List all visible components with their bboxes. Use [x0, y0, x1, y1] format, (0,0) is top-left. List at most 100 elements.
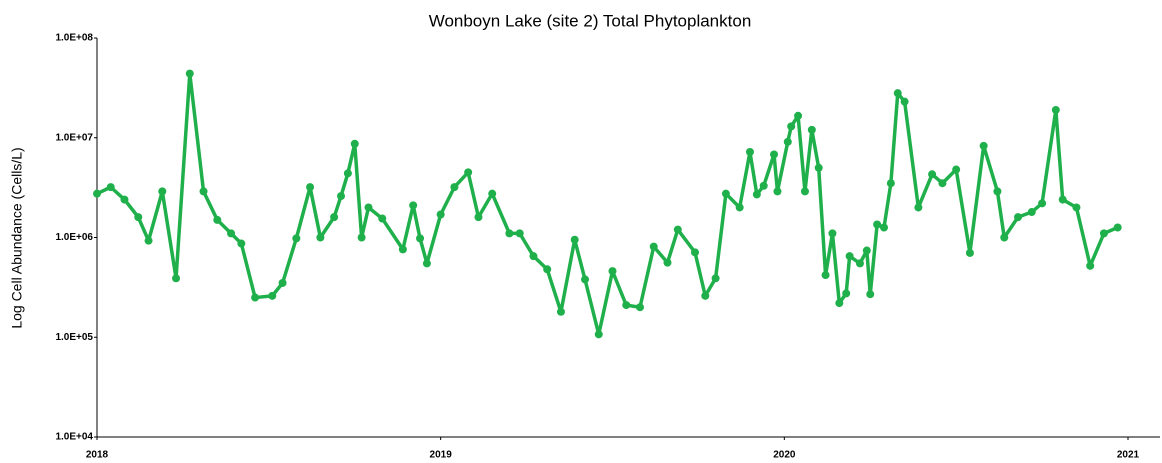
data-point	[866, 290, 875, 299]
data-point	[965, 248, 974, 257]
data-point	[711, 274, 720, 283]
data-point	[862, 246, 871, 255]
data-point	[745, 147, 754, 156]
x-tick-label: 2021	[1117, 450, 1140, 461]
data-point	[1113, 223, 1122, 232]
data-point	[488, 189, 497, 198]
data-point	[306, 183, 315, 192]
data-point	[556, 307, 565, 316]
data-point	[1027, 208, 1036, 217]
data-point	[773, 187, 782, 196]
data-point	[952, 165, 961, 174]
data-point	[268, 291, 277, 300]
data-point	[364, 203, 373, 212]
data-point	[842, 289, 851, 298]
data-point	[835, 299, 844, 308]
data-point	[398, 245, 407, 254]
data-point	[928, 170, 937, 179]
data-point	[814, 163, 823, 172]
data-point	[622, 301, 631, 310]
data-point	[409, 201, 418, 210]
data-point	[570, 235, 579, 244]
data-point	[721, 189, 730, 198]
data-point	[474, 213, 483, 222]
data-point	[993, 187, 1002, 196]
data-point	[663, 258, 672, 267]
data-point	[1058, 195, 1067, 204]
data-point	[673, 225, 682, 234]
data-line	[96, 71, 1119, 337]
data-point	[608, 267, 617, 276]
data-point	[464, 168, 473, 177]
data-point	[886, 179, 895, 188]
data-point	[450, 183, 459, 192]
data-point	[278, 278, 287, 287]
data-point	[735, 203, 744, 212]
data-point	[422, 259, 431, 268]
data-point	[350, 139, 359, 148]
data-point	[93, 189, 101, 198]
data-point	[690, 248, 699, 257]
data-point	[227, 229, 236, 238]
x-tick-label: 2020	[773, 450, 796, 461]
y-tick-label: 1.0E+06	[55, 232, 93, 243]
data-point	[900, 97, 909, 106]
data-point	[794, 111, 803, 120]
data-point	[787, 122, 796, 131]
data-point	[378, 214, 387, 223]
data-point	[914, 203, 923, 212]
data-point	[199, 187, 208, 196]
data-point	[120, 195, 129, 204]
x-tick-label: 2019	[430, 450, 453, 461]
data-point	[237, 239, 246, 248]
data-point	[343, 169, 352, 178]
y-tick-label: 1.0E+05	[55, 332, 93, 343]
data-point	[144, 236, 153, 245]
data-point	[845, 252, 854, 261]
data-point	[134, 213, 143, 222]
data-point	[436, 210, 445, 219]
x-tick-label: 2018	[86, 450, 109, 461]
data-point	[752, 190, 761, 199]
data-point	[879, 223, 888, 232]
data-point	[251, 293, 260, 302]
data-point	[770, 150, 779, 159]
data-point	[828, 229, 837, 238]
data-point	[821, 271, 830, 280]
data-point	[330, 213, 339, 222]
data-point	[1051, 105, 1060, 114]
data-point	[1014, 213, 1023, 222]
data-point	[855, 259, 864, 268]
data-point	[292, 234, 301, 243]
y-tick-label: 1.0E+08	[55, 33, 93, 44]
data-point	[893, 89, 902, 98]
data-point	[979, 141, 988, 150]
data-point	[635, 303, 644, 312]
data-point	[1038, 199, 1047, 208]
data-point	[158, 187, 167, 196]
data-point	[800, 187, 809, 196]
data-point	[185, 69, 194, 78]
data-point	[213, 215, 222, 224]
data-point	[759, 181, 768, 190]
data-point	[594, 330, 603, 339]
data-point	[1099, 229, 1108, 238]
data-point	[106, 183, 115, 192]
y-tick-label: 1.0E+07	[55, 132, 93, 143]
data-point	[337, 192, 346, 201]
data-point	[543, 265, 552, 274]
data-point	[1072, 203, 1081, 212]
data-point	[649, 242, 658, 251]
data-point	[1086, 261, 1095, 270]
data-point	[416, 234, 425, 243]
data-point	[938, 179, 947, 188]
data-point	[316, 233, 325, 242]
data-point	[1000, 233, 1009, 242]
data-point	[172, 274, 181, 283]
y-tick-label: 1.0E+04	[55, 432, 93, 443]
data-point	[505, 229, 514, 238]
data-point	[529, 252, 538, 261]
data-point	[807, 125, 816, 134]
data-point	[783, 137, 792, 146]
